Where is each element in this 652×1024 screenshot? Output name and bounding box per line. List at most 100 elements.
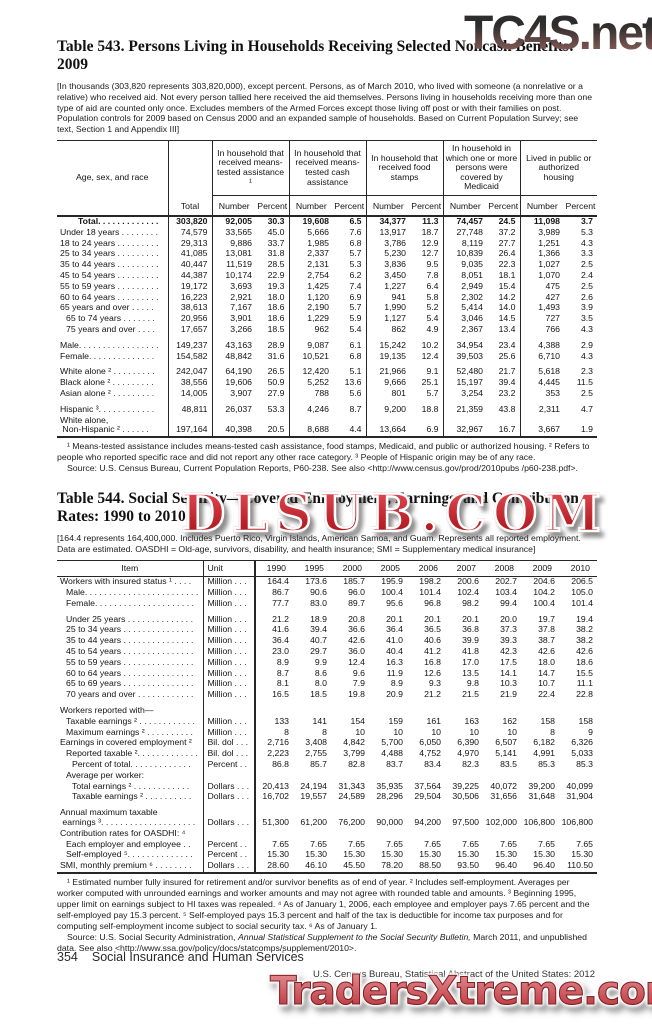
value-cell: 5,414 <box>442 303 488 315</box>
col-group-means-tested: In household that received means-tested … <box>211 140 290 196</box>
value-cell: 22.3 <box>498 260 516 270</box>
value-cell: 7.65 <box>424 839 441 849</box>
value-cell: 2.5 <box>580 260 594 270</box>
value-cell: 6,507 <box>495 738 517 748</box>
value-cell: 64,190 <box>211 362 256 379</box>
table543-header-sub: Total Number Percent Number Percent Numb… <box>57 195 597 216</box>
value-cell: 2,223 <box>254 749 293 761</box>
unit-cell: Million . . . <box>202 727 255 739</box>
col-header-unit: Unit <box>202 560 255 578</box>
value-cell: 7.65 <box>576 839 593 849</box>
value-cell <box>483 829 521 840</box>
value-cell: 3.7 <box>580 215 594 226</box>
value-cell: 18.7 <box>421 227 439 237</box>
value-cell: 8 <box>550 727 555 737</box>
value-cell: 42.3 <box>500 647 517 657</box>
row-label: Total. . . . . . . . . . . . . <box>78 215 159 226</box>
col-group-medicaid: In household in which one or more person… <box>442 140 521 196</box>
value-cell: 40.7 <box>310 636 327 646</box>
value-cell: 5,700 <box>381 738 403 748</box>
value-cell: 10 <box>507 727 517 737</box>
value-cell <box>254 828 293 840</box>
value-cell: 7.65 <box>500 839 517 849</box>
value-cell: 198.2 <box>419 576 441 587</box>
value-cell: 20,413 <box>254 781 293 793</box>
value-cell <box>407 701 445 717</box>
row-label: Taxable earnings ² . . . . . . . . . . .… <box>66 716 195 726</box>
value-cell: 92,005 <box>211 215 256 228</box>
value-cell: 9,666 <box>365 378 411 389</box>
table-row: Female. . . . . . . . . . . . . . . . . … <box>57 598 597 610</box>
page-content: Table 543. Persons Living in Households … <box>57 38 598 970</box>
value-cell: 29,504 <box>414 792 441 802</box>
value-cell: 103.4 <box>495 588 517 598</box>
table-row: Earnings in covered employment ² Bil. dol… <box>57 738 597 750</box>
value-cell: 10.2 <box>421 339 439 350</box>
value-cell: 96.40 <box>533 861 555 871</box>
value-cell: 14.5 <box>498 314 516 324</box>
value-cell: 21,966 <box>365 362 411 379</box>
value-cell: 102,000 <box>485 817 517 828</box>
row-label: 25 to 34 years . . . . . . . . . <box>60 249 159 259</box>
value-cell <box>407 829 445 840</box>
value-cell: 206.5 <box>571 576 593 587</box>
table-row: Each employer and employee . . Percent . … <box>57 839 597 851</box>
value-cell: 1,251 <box>519 238 565 250</box>
value-cell: 941 <box>365 292 411 304</box>
value-cell: 28.60 <box>254 861 293 873</box>
value-cell: 5.7 <box>349 249 362 259</box>
table543-body: Total. . . . . . . . . . . . . 303,820 92,… <box>57 215 597 438</box>
value-cell: 95.6 <box>386 598 403 608</box>
value-cell: 2,755 <box>305 749 327 759</box>
value-cell: 3.9 <box>580 303 594 313</box>
value-cell: 3,786 <box>365 238 411 250</box>
table-row: Asian alone ² . . . . . . . . . 14,005 3,9… <box>57 388 597 400</box>
value-cell: 96.0 <box>348 588 365 598</box>
value-cell: 2.5 <box>580 388 594 398</box>
unit-cell: Million . . . <box>202 598 255 610</box>
value-cell: 36.4 <box>254 636 293 648</box>
col-group-food-stamps: In household that received food stamps <box>365 140 444 196</box>
value-cell: 52,480 <box>442 362 488 379</box>
value-cell: 29,313 <box>167 238 212 250</box>
table543-header-groups: Age, sex, and race In household that rec… <box>57 140 598 196</box>
value-cell: 20.0 <box>500 613 517 624</box>
unit-cell: Million . . . <box>202 588 255 599</box>
value-cell: 7.9 <box>352 679 365 689</box>
value-cell: 39,225 <box>452 781 479 791</box>
row-label: 75 years and over . . . . <box>66 324 155 334</box>
value-cell: 21.5 <box>462 690 479 700</box>
value-cell <box>445 701 483 717</box>
value-cell: 133 <box>254 716 293 728</box>
value-cell: 2,337 <box>288 249 334 261</box>
value-cell: 20.1 <box>462 613 479 624</box>
value-cell: 45.0 <box>267 227 285 237</box>
row-label: SMI, monthly premium ⁶ . . . . . . . . <box>60 861 192 871</box>
table544-footnotes: ¹ Estimated number fully insured for ret… <box>57 877 595 954</box>
value-cell: 4.9 <box>426 324 439 334</box>
value-cell: 33,565 <box>211 227 256 239</box>
value-cell: 38.2 <box>576 625 593 635</box>
unit-cell: Million . . . <box>202 609 255 626</box>
row-label: Female. . . . . . . . . . . . . . . . . … <box>66 598 194 608</box>
unit-cell: Million . . . <box>202 625 255 637</box>
value-cell: 4,445 <box>519 378 565 389</box>
value-cell: 4,246 <box>288 399 334 416</box>
value-cell: 8.6 <box>314 668 327 678</box>
value-cell: 40.4 <box>386 647 403 657</box>
value-cell: 6,182 <box>533 738 555 748</box>
value-cell: 6,390 <box>457 738 479 748</box>
value-cell: 3,836 <box>365 260 411 271</box>
value-cell: 9 <box>588 727 593 737</box>
value-cell: 15.30 <box>419 850 441 860</box>
value-cell: 10,174 <box>211 270 256 282</box>
unit-cell: Bil. dol . . . <box>202 738 255 750</box>
value-cell: 11.9 <box>386 668 403 678</box>
value-cell: 766 <box>519 324 565 336</box>
value-cell: 12.6 <box>424 668 441 678</box>
value-cell: 90,000 <box>376 817 403 828</box>
table-row: Taxable earnings ² . . . . . . . . . . .… <box>57 716 597 728</box>
row-label: Under 25 years . . . . . . . . . . . . .… <box>66 613 193 624</box>
value-cell: 6.2 <box>349 270 362 280</box>
value-cell: 6.5 <box>349 215 362 226</box>
